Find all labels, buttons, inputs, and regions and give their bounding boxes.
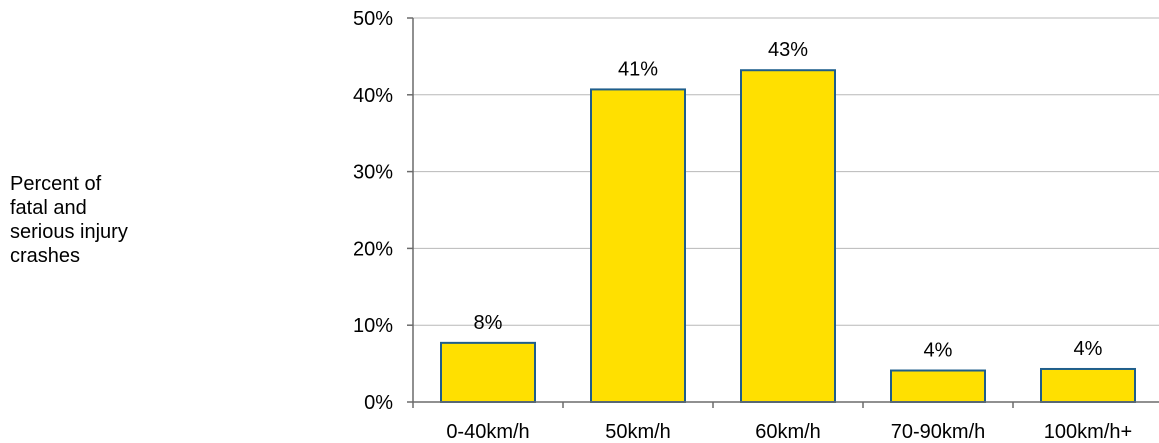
y-tick-label: 10% [353, 315, 393, 337]
data-label: 8% [474, 312, 503, 334]
bar [890, 369, 986, 403]
y-tick-label: 0% [364, 392, 393, 414]
bar [1040, 367, 1136, 404]
y-axis-label-line: crashes [10, 245, 81, 267]
data-label: 43% [768, 39, 808, 61]
bar [740, 69, 836, 403]
y-tick-label: 30% [353, 162, 393, 184]
x-tick-label: 70-90km/h [891, 421, 986, 443]
y-axis-label: Percent of fatal and serious injury cras… [10, 172, 190, 268]
bar [590, 88, 686, 403]
y-tick-label: 40% [353, 85, 393, 107]
data-label: 4% [924, 340, 953, 362]
x-tick-label: 50km/h [605, 421, 671, 443]
y-tick-label: 20% [353, 238, 393, 260]
y-axis-label-line: serious injury [10, 221, 128, 243]
x-tick-label: 0-40km/h [446, 421, 529, 443]
y-tick-label: 50% [353, 8, 393, 30]
x-tick-label: 60km/h [755, 421, 821, 443]
x-tick-label: 100km/h+ [1044, 421, 1132, 443]
bar [440, 341, 536, 404]
y-axis-label-line: Percent of [10, 173, 102, 195]
data-label: 4% [1074, 338, 1103, 360]
y-axis-label-line: fatal and [10, 197, 87, 219]
data-label: 41% [618, 58, 658, 80]
